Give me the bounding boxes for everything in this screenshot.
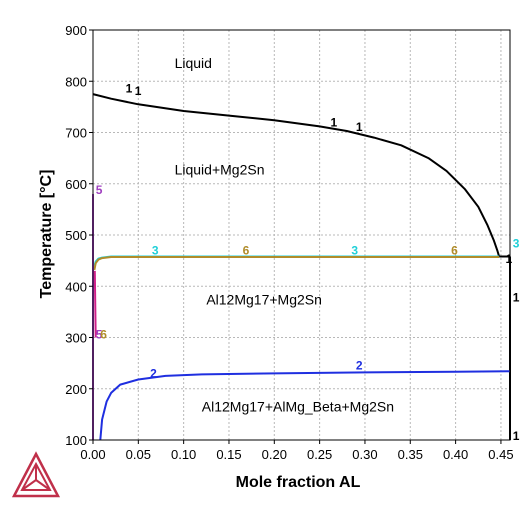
y-axis-ticks: 100 200 300 400 500 600 700 800 900 bbox=[65, 23, 93, 448]
chart-series bbox=[92, 93, 511, 441]
y-axis-title: Temperature [°C] bbox=[38, 170, 55, 299]
curve-label: 1 bbox=[135, 84, 142, 98]
region-label: Al12Mg17+Mg2Sn bbox=[206, 292, 322, 308]
curve-label: 6 bbox=[451, 243, 458, 257]
curve-label: 5 bbox=[96, 183, 103, 197]
series-line-4 bbox=[99, 370, 511, 441]
x-tick-label: 0.10 bbox=[171, 447, 196, 462]
region-label: Liquid bbox=[175, 55, 212, 71]
y-tick-label: 300 bbox=[65, 331, 87, 346]
region-labels: Liquid Liquid+Mg2Sn Al12Mg17+Mg2Sn Al12Mg17… bbox=[175, 55, 394, 414]
curve-label: 1 bbox=[513, 429, 520, 443]
y-tick-label: 800 bbox=[65, 74, 87, 89]
curve-label: 1 bbox=[331, 115, 338, 129]
curve-label: 1 bbox=[505, 252, 512, 266]
curve-label: 6 bbox=[243, 243, 250, 257]
x-tick-label: 0.35 bbox=[398, 447, 423, 462]
curve-label: 5 bbox=[96, 328, 103, 342]
x-axis-title: Mole fraction AL bbox=[236, 474, 361, 491]
y-tick-label: 500 bbox=[65, 228, 87, 243]
curve-label: 1 bbox=[356, 120, 363, 134]
x-tick-label: 0.45 bbox=[488, 447, 513, 462]
region-label: Al12Mg17+AlMg_Beta+Mg2Sn bbox=[202, 398, 394, 414]
y-tick-label: 900 bbox=[65, 23, 87, 38]
x-axis-ticks: 0.00 0.05 0.10 0.15 0.20 0.25 0.30 0.35 0.40 0.45 bbox=[80, 440, 514, 462]
y-tick-label: 100 bbox=[65, 433, 87, 448]
curve-label: 3 bbox=[152, 243, 159, 257]
y-tick-label: 400 bbox=[65, 279, 87, 294]
x-tick-label: 0.00 bbox=[80, 447, 105, 462]
region-label: Liquid+Mg2Sn bbox=[175, 162, 265, 178]
chart-grid bbox=[93, 30, 510, 440]
x-tick-label: 0.30 bbox=[352, 447, 377, 462]
curve-label: 1 bbox=[126, 82, 133, 96]
curve-label: 6 bbox=[100, 328, 107, 342]
x-tick-label: 0.05 bbox=[126, 447, 151, 462]
x-tick-label: 0.20 bbox=[262, 447, 287, 462]
series-line-8 bbox=[93, 270, 97, 338]
x-tick-label: 0.40 bbox=[443, 447, 468, 462]
x-tick-label: 0.15 bbox=[216, 447, 241, 462]
y-tick-label: 700 bbox=[65, 126, 87, 141]
curve-label: 1 bbox=[513, 291, 520, 305]
series-line-1 bbox=[92, 93, 501, 257]
curve-label: 3 bbox=[351, 243, 358, 257]
y-tick-label: 600 bbox=[65, 177, 87, 192]
x-tick-label: 0.25 bbox=[307, 447, 332, 462]
y-tick-label: 200 bbox=[65, 382, 87, 397]
thermo-calc-logo-icon bbox=[11, 451, 61, 498]
curve-label: 3 bbox=[513, 236, 520, 250]
series-line-6 bbox=[93, 256, 500, 271]
curve-label: 2 bbox=[356, 358, 363, 372]
curve-label: 2 bbox=[150, 366, 157, 380]
